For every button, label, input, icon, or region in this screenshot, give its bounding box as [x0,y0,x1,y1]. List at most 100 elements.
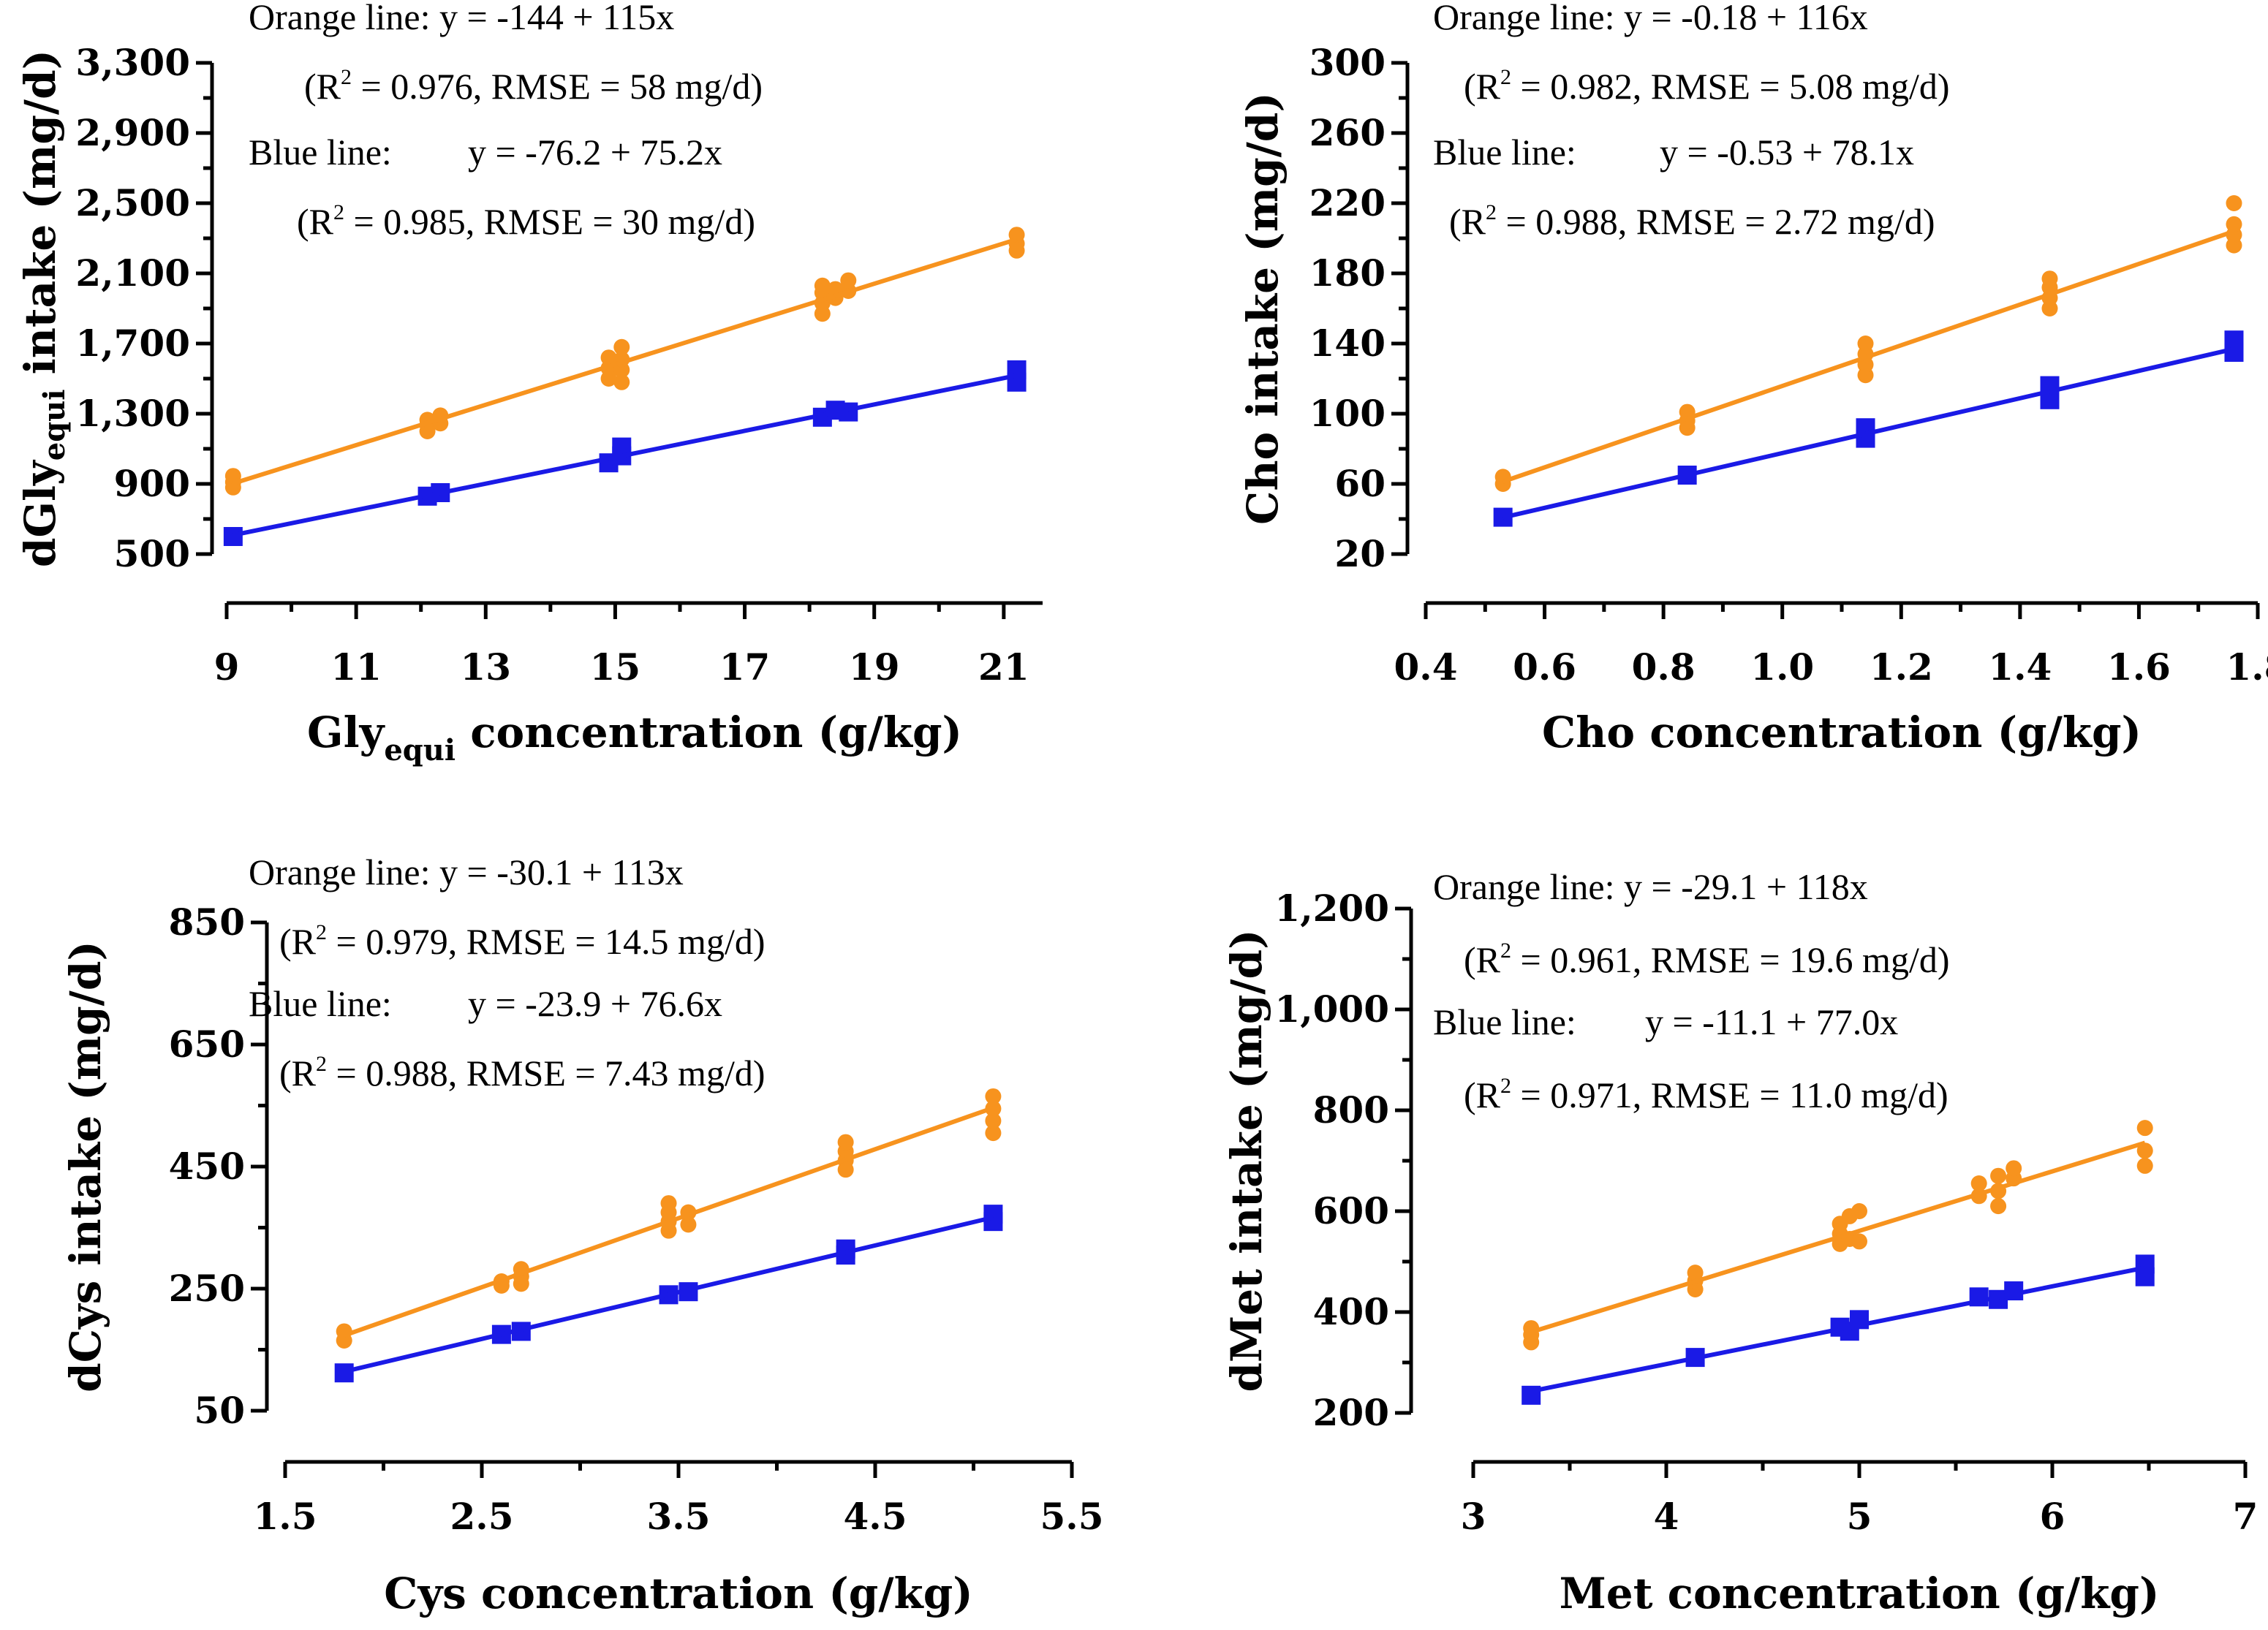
orange-equation: Orange line: y = -0.18 + 116x [1433,0,1868,37]
x-tick-label: 3.5 [647,1495,711,1538]
data-point-orange [2006,1160,2022,1177]
x-tick-label: 17 [719,645,771,689]
blue-equation: y = -0.53 + 78.1x [1660,132,1914,173]
fit-line-blue [344,1215,994,1374]
data-point-orange [2226,216,2242,232]
y-tick-label: 50 [194,1389,245,1432]
y-tick-label: 850 [169,901,245,944]
x-tick-label: 1.5 [254,1495,317,1538]
data-point-orange [660,1195,677,1212]
x-tick-label: 6 [2040,1495,2065,1538]
y-tick-label: 100 [1309,392,1386,435]
fit-line-orange [343,1105,994,1338]
x-tick-label: 1.8 [2226,645,2268,689]
chart-cho: 20 60 100 140 180 220 260 300 0.4 0.6 0.8 1.0 1.2 1.4… [1238,0,2268,757]
y-tick-label: 500 [114,532,190,575]
orange-stats: (R2 = 0.961, RMSE = 19.6 mg/d) [1464,939,1950,980]
data-point-blue [2224,330,2244,350]
x-tick-label: 1.4 [1988,645,2052,689]
blue-stats: (R2 = 0.988, RMSE = 2.72 mg/d) [1449,200,1935,242]
data-point-orange [2041,270,2058,287]
x-tick-label: 1.6 [2107,645,2171,689]
data-point-orange [1851,1203,1867,1219]
x-tick-label: 9 [214,645,240,689]
fit-line-blue [1530,1265,2146,1394]
x-axis-title: Cho concentration (g/kg) [1542,708,2142,757]
y-tick-label: 260 [1309,111,1386,154]
blue-stats: (R2 = 0.988, RMSE = 7.43 mg/d) [279,1052,766,1093]
x-tick-label: 1.0 [1750,645,1814,689]
y-tick-label: 250 [169,1267,245,1310]
x-tick-label: 5.5 [1040,1495,1104,1538]
data-point-orange [1970,1175,1987,1192]
fit-line-blue [1502,346,2235,520]
y-tick-label: 400 [1313,1290,1389,1333]
data-point-orange [1687,1265,1704,1281]
x-tick-label: 7 [2233,1495,2258,1538]
data-point-orange [1494,469,1511,485]
orange-equation: Orange line: y = -29.1 + 118x [1433,866,1868,907]
y-tick-label: 450 [169,1145,245,1188]
blue-equation: y = -76.2 + 75.2x [468,132,722,173]
data-point-orange [837,1134,854,1151]
chart-met: 200 400 600 800 1,000 1,200 3 4 5 6 7 Met concentra… [1222,866,2258,1618]
x-tick-label: 0.4 [1394,645,1458,689]
fit-line-blue [233,373,1018,537]
x-tick-label: 3 [1461,1495,1486,1538]
data-point-orange [680,1216,697,1233]
x-tick-label: 0.6 [1513,645,1576,689]
chart-gly: 500 900 1,300 1,700 2,100 2,500 2,900 3,300 9 11 1… [15,0,1043,767]
data-point-blue [223,527,243,546]
x-tick-label: 11 [330,645,382,689]
x-tick-label: 21 [978,645,1029,689]
x-axis-title: Met concentration (g/kg) [1560,1569,2160,1618]
series-orange [1523,1120,2153,1351]
series-orange [336,1088,1002,1349]
y-tick-label: 200 [1313,1391,1389,1434]
y-tick-label: 2,100 [75,251,190,295]
series-orange [224,227,1025,496]
y-tick-label: 2,900 [75,111,190,154]
data-point-orange [1857,336,1874,352]
y-tick-label: 2,500 [75,181,190,224]
data-point-orange [985,1088,1002,1104]
data-point-orange [2226,195,2242,211]
data-point-orange [613,338,630,355]
x-tick-label: 5 [1847,1495,1872,1538]
orange-equation: Orange line: y = -144 + 115x [249,0,674,37]
orange-stats: (R2 = 0.976, RMSE = 58 mg/d) [304,65,763,107]
data-point-orange [814,277,831,294]
series-blue [334,1205,1003,1383]
x-axis-title: Glyequi concentration (g/kg) [307,708,962,767]
fit-line-orange [1530,1140,2146,1335]
blue-equation-label: Blue line: [249,983,392,1024]
orange-stats: (R2 = 0.982, RMSE = 5.08 mg/d) [1464,65,1950,107]
y-tick-label: 800 [1313,1088,1389,1131]
y-axis-title: Cho intake (mg/d) [1238,92,1288,525]
y-tick-label: 1,200 [1274,887,1389,930]
y-tick-label: 60 [1334,462,1386,505]
y-tick-label: 650 [169,1023,245,1066]
x-tick-label: 2.5 [450,1495,514,1538]
x-axis-title: Cys concentration (g/kg) [384,1569,972,1618]
y-tick-label: 900 [114,462,190,505]
x-tick-label: 0.8 [1632,645,1696,689]
series-blue [1522,1254,2155,1405]
data-point-orange [840,272,857,289]
y-tick-label: 600 [1313,1189,1389,1232]
blue-stats: (R2 = 0.971, RMSE = 11.0 mg/d) [1464,1074,1948,1115]
blue-equation: y = -11.1 + 77.0x [1645,1001,1898,1042]
y-axis-title: dCys intake (mg/d) [61,941,110,1392]
data-point-orange [2136,1142,2153,1159]
data-point-orange [2136,1157,2153,1174]
series-blue [223,360,1027,546]
orange-stats: (R2 = 0.979, RMSE = 14.5 mg/d) [279,920,766,962]
data-point-orange [1990,1167,2007,1184]
y-axis-title: dMet intake (mg/d) [1222,929,1271,1392]
x-tick-label: 19 [849,645,900,689]
data-point-orange [2136,1120,2153,1137]
y-tick-label: 1,700 [75,322,190,365]
x-tick-label: 4.5 [844,1495,907,1538]
data-point-orange [985,1125,1002,1142]
